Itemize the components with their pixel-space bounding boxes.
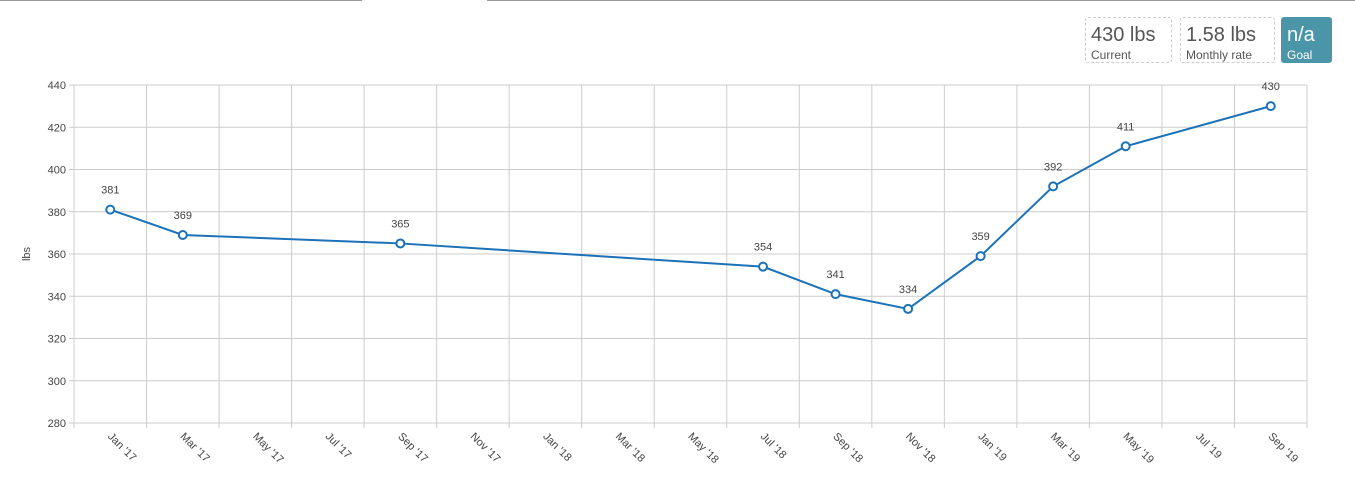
stat-label: Current xyxy=(1091,48,1132,62)
y-tick-label: 440 xyxy=(48,80,66,92)
data-label: 430 xyxy=(1262,81,1280,93)
y-tick-label: 340 xyxy=(48,291,66,303)
x-tick-label: Nov '17 xyxy=(468,431,503,466)
point xyxy=(105,204,116,215)
y-tick-label: 420 xyxy=(48,122,66,134)
stat-value: 430 lbs xyxy=(1091,24,1156,46)
point xyxy=(830,289,841,300)
stat-label: Goal xyxy=(1287,48,1313,62)
stat-rate: 1.58 lbs Monthly rate xyxy=(1180,17,1275,63)
data-label: 411 xyxy=(1117,121,1135,133)
x-tick-label: Jan '19 xyxy=(975,431,1008,464)
data-label: 354 xyxy=(754,242,772,254)
y-tick-label: 360 xyxy=(48,249,66,261)
line xyxy=(109,105,1272,310)
data-label: 369 xyxy=(174,210,192,222)
stat-label: Monthly rate xyxy=(1186,48,1253,62)
x-tick-label: May '18 xyxy=(685,431,720,466)
data-label: 392 xyxy=(1044,161,1062,173)
point xyxy=(975,251,986,262)
x-tick-label: Jan '18 xyxy=(540,431,573,464)
point xyxy=(1265,101,1276,112)
y-tick-label: 380 xyxy=(48,207,66,219)
x-tick-label: May '19 xyxy=(1121,431,1156,466)
y-axis-label: lbs xyxy=(21,246,33,261)
tab-line xyxy=(487,0,1355,1)
data-label: 365 xyxy=(391,218,409,230)
x-tick-label: Mar '17 xyxy=(178,431,212,465)
stat-value: 1.58 lbs xyxy=(1186,24,1257,46)
x-tick-label: Jul '17 xyxy=(323,431,354,462)
point xyxy=(1048,181,1059,192)
x-tick-label: Jul '18 xyxy=(758,431,789,462)
stat-current: 430 lbs Current xyxy=(1085,17,1172,63)
y-tick-label: 280 xyxy=(48,418,66,430)
point xyxy=(758,261,769,272)
x-tick-label: Jul '19 xyxy=(1193,431,1224,462)
x-tick-label: Sep '19 xyxy=(1266,431,1301,466)
stat-goal[interactable]: n/a Goal xyxy=(1281,17,1332,63)
x-tick-label: Nov '18 xyxy=(903,431,938,466)
x-tick-label: Jan '17 xyxy=(105,431,138,464)
point xyxy=(395,238,406,249)
data-label: 359 xyxy=(971,231,989,243)
y-tick-label: 400 xyxy=(48,165,66,177)
x-tick-label: May '17 xyxy=(250,431,285,466)
y-tick-label: 320 xyxy=(48,334,66,346)
x-tick-label: Sep '17 xyxy=(395,431,430,466)
point xyxy=(1120,141,1131,152)
x-tick-label: Sep '18 xyxy=(830,431,865,466)
data-label: 381 xyxy=(101,185,119,197)
data-label: 334 xyxy=(899,284,917,296)
stat-value: n/a xyxy=(1287,24,1315,46)
y-tick-label: 300 xyxy=(48,376,66,388)
x-tick-label: Mar '19 xyxy=(1048,431,1082,465)
tab-line xyxy=(0,0,362,1)
point xyxy=(177,229,188,240)
data-label: 341 xyxy=(826,269,844,281)
x-tick-label: Mar '18 xyxy=(613,431,647,465)
point xyxy=(903,303,914,314)
